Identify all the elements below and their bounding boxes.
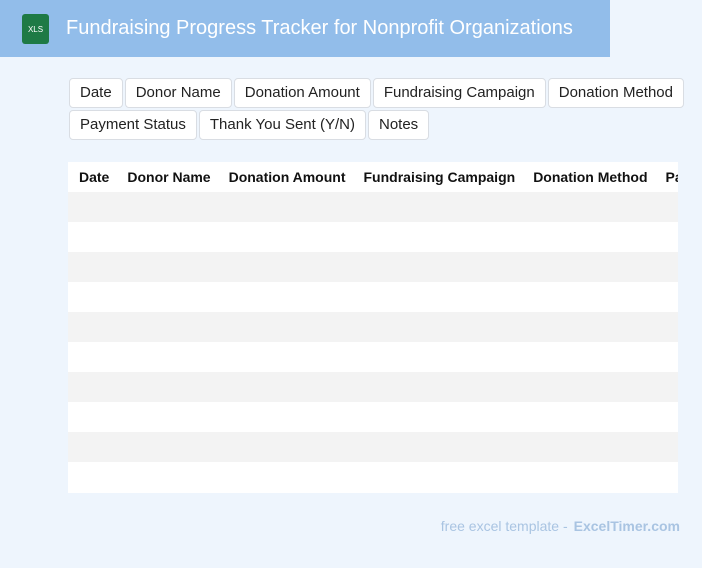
table-cell bbox=[654, 402, 678, 432]
table-cell bbox=[68, 372, 117, 402]
table-row bbox=[68, 342, 678, 372]
table-cell bbox=[522, 372, 655, 402]
table-cell bbox=[522, 342, 655, 372]
column-header: Donation Amount bbox=[217, 162, 353, 192]
table-row bbox=[68, 252, 678, 282]
table-cell bbox=[68, 432, 117, 462]
page-title: Fundraising Progress Tracker for Nonprof… bbox=[66, 17, 573, 39]
table-cell bbox=[217, 282, 353, 312]
table-cell bbox=[522, 252, 655, 282]
table-cell bbox=[522, 462, 655, 492]
table-cell bbox=[68, 462, 117, 492]
table-cell bbox=[217, 222, 353, 252]
column-header: Payment Status bbox=[654, 162, 678, 192]
table-cell bbox=[217, 342, 353, 372]
table-cell bbox=[352, 432, 523, 462]
table-cell bbox=[68, 282, 117, 312]
table-cell bbox=[217, 462, 353, 492]
table-cell bbox=[68, 252, 117, 282]
table-cell bbox=[522, 282, 655, 312]
field-chip[interactable]: Date bbox=[69, 78, 123, 108]
column-header: Fundraising Campaign bbox=[352, 162, 523, 192]
table-cell bbox=[116, 192, 218, 222]
table-cell bbox=[116, 252, 218, 282]
table-cell bbox=[352, 462, 523, 492]
table-cell bbox=[352, 222, 523, 252]
field-chip[interactable]: Payment Status bbox=[69, 110, 197, 140]
table-cell bbox=[116, 372, 218, 402]
table-cell bbox=[522, 402, 655, 432]
field-chip[interactable]: Thank You Sent (Y/N) bbox=[198, 110, 366, 140]
table-cell bbox=[654, 372, 678, 402]
table-cell bbox=[116, 342, 218, 372]
table-cell bbox=[654, 462, 678, 492]
footer-text: free excel template - bbox=[440, 518, 568, 534]
table-cell bbox=[352, 252, 523, 282]
xls-icon: XLS bbox=[22, 14, 49, 44]
table-row bbox=[68, 432, 678, 462]
table-cell bbox=[654, 312, 678, 342]
field-chip[interactable]: Notes bbox=[367, 110, 430, 140]
table-cell bbox=[352, 312, 523, 342]
table-cell bbox=[654, 342, 678, 372]
table-cell bbox=[522, 222, 655, 252]
table-cell bbox=[217, 192, 353, 222]
table-cell bbox=[116, 432, 218, 462]
table-row bbox=[68, 312, 678, 342]
table-cell bbox=[352, 402, 523, 432]
field-chips: Date Donor Name Donation Amount Fundraising… bbox=[69, 78, 689, 140]
table-cell bbox=[116, 312, 218, 342]
table-cell bbox=[217, 372, 353, 402]
table-cell bbox=[217, 402, 353, 432]
table-cell bbox=[116, 222, 218, 252]
field-chip[interactable]: Donor Name bbox=[124, 78, 232, 108]
table-cell bbox=[522, 432, 655, 462]
table-cell bbox=[352, 282, 523, 312]
table-cell bbox=[654, 252, 678, 282]
field-chip[interactable]: Fundraising Campaign bbox=[372, 78, 546, 108]
table-cell bbox=[654, 222, 678, 252]
table-row bbox=[68, 282, 678, 312]
table-row bbox=[68, 402, 678, 432]
table-cell bbox=[654, 282, 678, 312]
table-cell bbox=[116, 462, 218, 492]
table-cell bbox=[352, 192, 523, 222]
table-row bbox=[68, 192, 678, 222]
table-cell bbox=[217, 312, 353, 342]
table-row bbox=[68, 222, 678, 252]
column-header: Donation Method bbox=[522, 162, 655, 192]
header-row: Date Donor Name Donation Amount Fundraising… bbox=[68, 162, 678, 192]
table-body bbox=[68, 192, 678, 492]
table-cell bbox=[352, 372, 523, 402]
table-cell bbox=[68, 342, 117, 372]
table-cell bbox=[68, 192, 117, 222]
field-chip[interactable]: Donation Method bbox=[547, 78, 684, 108]
table-cell bbox=[217, 252, 353, 282]
table-cell bbox=[217, 432, 353, 462]
table-cell bbox=[116, 282, 218, 312]
table-cell bbox=[68, 222, 117, 252]
table-cell bbox=[654, 192, 678, 222]
table-cell bbox=[522, 312, 655, 342]
column-header: Date bbox=[68, 162, 117, 192]
table-row bbox=[68, 372, 678, 402]
header: XLS Fundraising Progress Tracker for Non… bbox=[0, 0, 610, 57]
field-chip[interactable]: Donation Amount bbox=[233, 78, 371, 108]
table-cell bbox=[68, 312, 117, 342]
table-row bbox=[68, 462, 678, 492]
table-cell bbox=[654, 432, 678, 462]
table-cell bbox=[352, 342, 523, 372]
table-cell bbox=[522, 192, 655, 222]
column-header: Donor Name bbox=[116, 162, 218, 192]
table-container: Date Donor Name Donation Amount Fundraising… bbox=[68, 162, 678, 493]
tracker-table: Date Donor Name Donation Amount Fundraising… bbox=[68, 162, 678, 492]
footer: free excel template - ExcelTimer.com bbox=[441, 518, 680, 534]
footer-link[interactable]: ExcelTimer.com bbox=[573, 518, 680, 534]
table-cell bbox=[116, 402, 218, 432]
table-cell bbox=[68, 402, 117, 432]
